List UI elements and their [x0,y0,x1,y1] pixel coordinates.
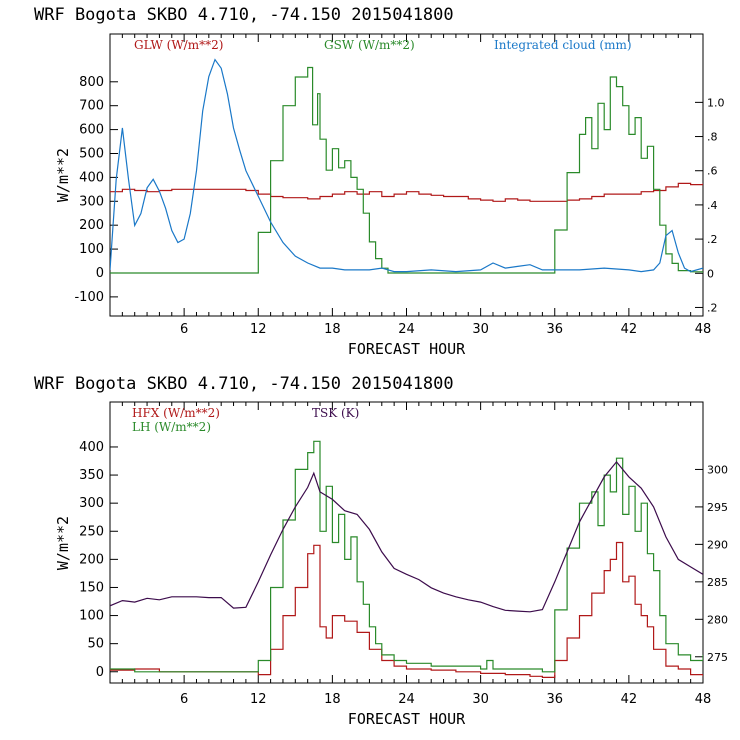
y-tick-label: 500 [79,146,104,161]
x-axis-label: FORECAST HOUR [348,340,466,358]
x-tick-label: 24 [398,322,415,337]
y-tick-label: -100 [74,290,104,305]
x-tick-label: 36 [546,692,563,707]
y-tick-label: 100 [79,609,104,624]
y2-tick-label: 295 [707,501,728,514]
series-line-integrated [110,58,703,273]
x-tick-label: 30 [472,322,489,337]
y-tick-label: 600 [79,123,104,138]
x-tick-label: 48 [695,322,712,337]
x-tick-label: 18 [324,322,341,337]
x-tick-label: 12 [250,692,267,707]
x-tick-label: 6 [180,322,188,337]
y-tick-label: 200 [79,552,104,567]
x-tick-label: 36 [546,322,563,337]
legend-entry: TSK (K) [312,406,359,420]
y-tick-label: 700 [79,99,104,114]
plot-frame [109,33,704,317]
chart-title: WRF Bogota SKBO 4.710, -74.150 201504180… [34,5,454,25]
x-tick-label: 42 [621,322,638,337]
y-tick-label: 300 [79,194,104,209]
y-tick-label: 400 [79,440,104,455]
y-axis-label: W/m**2 [54,148,72,202]
y-axis-label: W/m**2 [54,516,72,570]
y2-tick-label: .2 [707,301,718,314]
x-tick-label: 48 [695,692,712,707]
y2-tick-label: 300 [707,463,728,476]
legend-entry: HFX (W/m**2) [132,406,220,420]
y-tick-label: 800 [79,75,104,90]
y-tick-label: 100 [79,242,104,257]
y-tick-label: 350 [79,468,104,483]
y2-tick-label: 0 [707,267,714,280]
y-tick-label: 400 [79,170,104,185]
series-line-lh [110,440,703,673]
series-line-glw [110,182,703,202]
y-tick-label: 150 [79,580,104,595]
y2-tick-label: 275 [707,651,728,664]
y-tick-label: 0 [96,665,104,680]
x-tick-label: 12 [250,322,267,337]
y-tick-label: 50 [87,637,104,652]
legend-entry: GSW (W/m**2) [324,38,415,52]
y-tick-label: 200 [79,218,104,233]
legend-entry: GLW (W/m**2) [134,38,223,52]
y2-tick-label: 285 [707,576,728,589]
y-tick-label: 0 [96,266,104,281]
y2-tick-label: .4 [707,199,718,212]
y-tick-label: 250 [79,524,104,539]
y2-tick-label: .2 [707,233,718,246]
x-axis-label: FORECAST HOUR [348,710,466,728]
y2-tick-label: .6 [707,165,718,178]
y2-tick-label: 280 [707,613,728,626]
chart-2: WRF Bogota SKBO 4.710, -74.150 201504180… [34,374,728,728]
x-tick-label: 30 [472,692,489,707]
x-tick-label: 18 [324,692,341,707]
series-line-hfx [110,541,703,678]
chart-title: WRF Bogota SKBO 4.710, -74.150 201504180… [34,374,454,394]
x-tick-label: 42 [621,692,638,707]
series-line-gsw [110,66,703,274]
legend-entry: Integrated cloud (mm) [494,38,632,52]
chart-1: WRF Bogota SKBO 4.710, -74.150 201504180… [34,5,725,358]
y2-tick-label: .8 [707,131,718,144]
y-tick-label: 300 [79,496,104,511]
legend-entry: LH (W/m**2) [132,420,211,434]
y2-tick-label: 1.0 [707,96,725,109]
x-tick-label: 6 [180,692,188,707]
plot-frame [109,401,704,684]
x-tick-label: 24 [398,692,415,707]
y2-tick-label: 290 [707,538,728,551]
series-line-tsk [110,460,703,613]
